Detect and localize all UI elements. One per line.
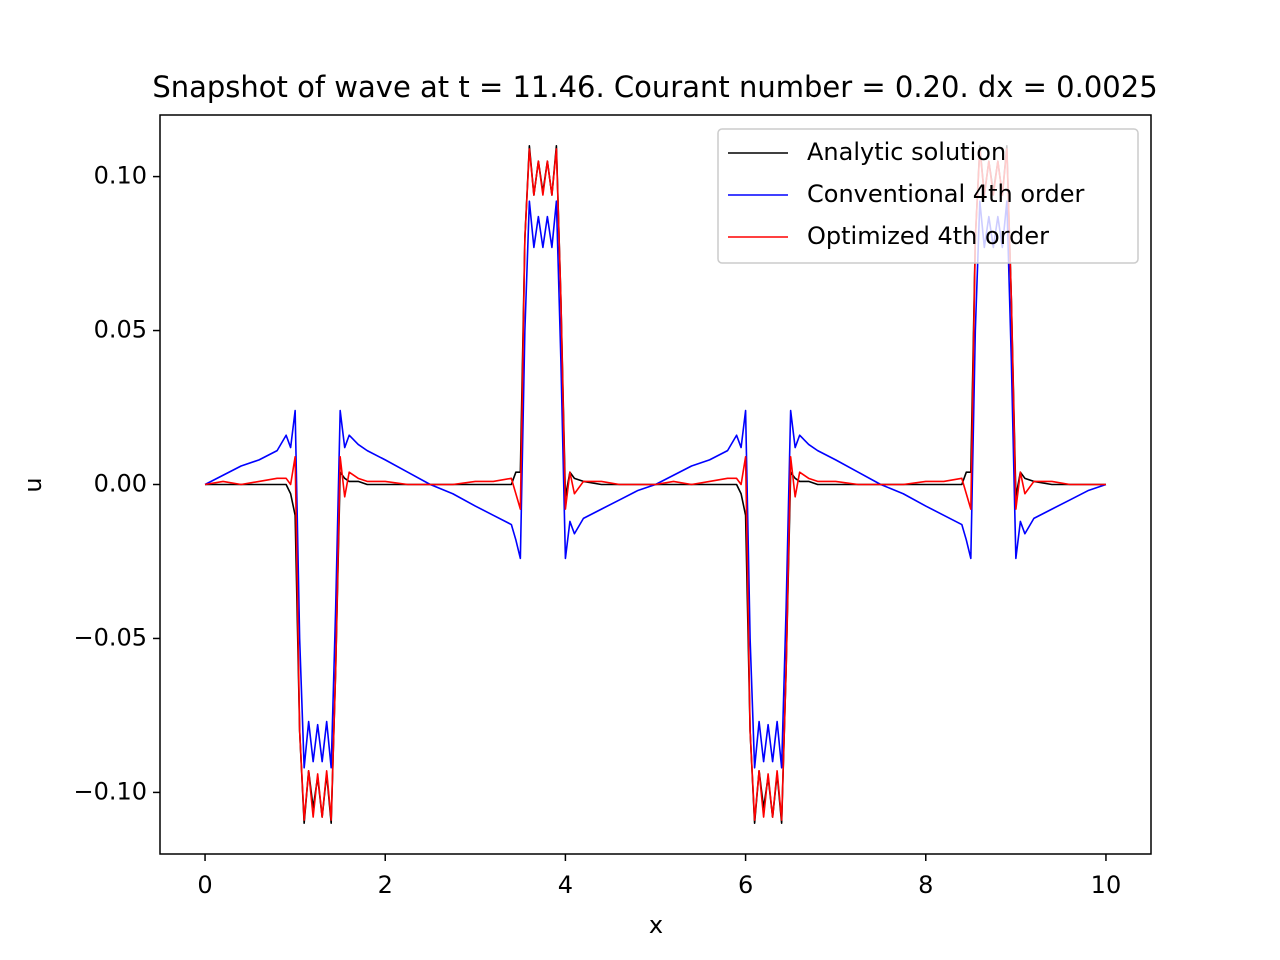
- x-tick-label: 4: [558, 871, 573, 899]
- y-tick-label: 0.10: [94, 162, 147, 190]
- legend-label: Optimized 4th order: [807, 222, 1049, 250]
- axes-frame: [159, 114, 1152, 855]
- y-axis-label: u: [19, 477, 47, 492]
- y-tick-label: −0.05: [73, 623, 147, 651]
- x-tick-label: 6: [738, 871, 753, 899]
- y-tick-label: 0.00: [94, 470, 147, 498]
- x-tick-label: 0: [197, 871, 212, 899]
- x-axis-label: x: [649, 911, 663, 939]
- legend-label: Analytic solution: [807, 138, 1006, 166]
- y-tick-label: −0.10: [73, 777, 147, 805]
- chart-title: Snapshot of wave at t = 11.46. Courant n…: [152, 70, 1157, 104]
- x-tick-label: 8: [918, 871, 933, 899]
- legend-label: Conventional 4th order: [807, 180, 1084, 208]
- x-tick-label: 2: [378, 871, 393, 899]
- x-tick-label: 10: [1091, 871, 1122, 899]
- y-tick-label: 0.05: [94, 316, 147, 344]
- legend-box: [717, 128, 1139, 264]
